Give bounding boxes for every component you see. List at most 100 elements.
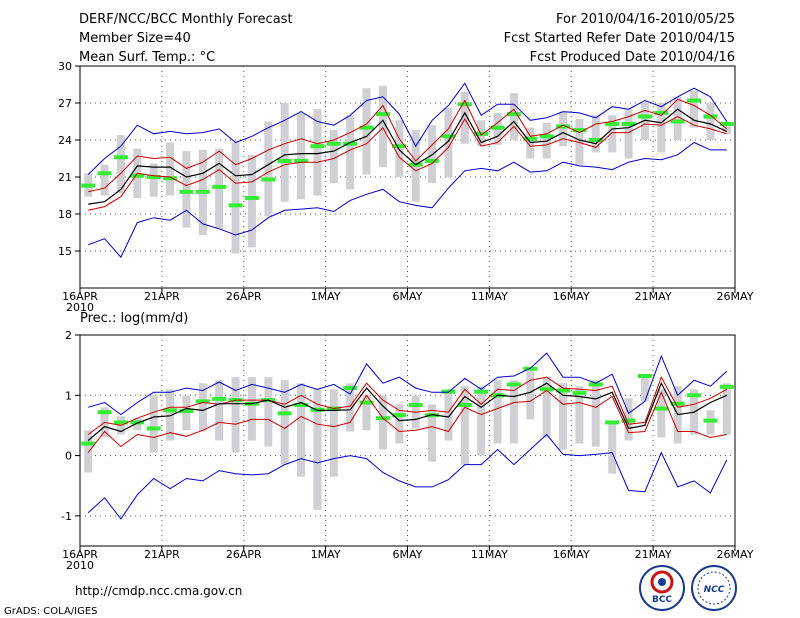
median-marker [588,382,603,387]
spread-box [706,103,715,140]
x-tick-label: 26APR [226,548,262,561]
median-marker [654,110,669,115]
median-marker [179,408,194,413]
median-marker [654,406,669,411]
median-marker [359,125,374,130]
series-line-upper [87,375,728,435]
median-marker [687,98,702,103]
x-tick-label: 1MAY [311,290,341,303]
median-marker [474,389,489,394]
median-marker [621,121,636,126]
spread-box [149,395,158,453]
x-tick-label: 26MAY [717,548,754,561]
y-tick-label: 0 [65,450,72,463]
spread-box [313,389,322,510]
median-marker [244,195,259,200]
median-marker [719,121,734,126]
spread-box [722,121,731,134]
spread-box [673,96,682,140]
bcc-logo: BCC [639,565,685,611]
spread-box [362,395,371,431]
median-marker [146,426,161,431]
series-line-lower [87,389,727,453]
spread-box [264,377,273,447]
median-marker [506,112,521,117]
x-tick-year-label: 2010 [66,559,94,572]
spread-box [329,389,338,477]
median-marker [588,138,603,142]
median-marker [310,144,325,149]
series-line-mean [88,108,728,205]
header-title: DERF/NCC/BCC Monthly Forecast [79,12,293,27]
spread-box [329,130,338,184]
y-tick-label: 21 [58,171,72,184]
spread-box [346,115,355,190]
x-tick-label: 21APR [144,290,180,303]
x-tick-year-label: 2010 [66,301,94,314]
spread-box [313,109,322,196]
spread-box [722,383,731,435]
precipitation-panel: -1 0 1 2 16APR 21APR 26APR 1MAY 6MAY 11MAY 16MAY 2… [61,329,754,572]
median-marker [163,408,178,413]
spread-box [460,386,469,465]
header-variable: Mean Surf. Temp.: °C [79,50,215,65]
y-tick-label: 2 [65,329,72,342]
ncc-logo: NCC [691,565,737,611]
median-marker [113,155,128,160]
median-marker [605,420,620,425]
spread-box [362,88,371,175]
spread-box [264,121,273,217]
median-marker [457,102,472,107]
header-period: For 2010/04/16-2010/05/25 [556,12,735,27]
spread-box [460,91,469,144]
median-marker [621,418,636,423]
median-marker [490,125,505,130]
y-tick-label: 15 [58,245,72,258]
spread-box [247,377,256,441]
median-marker [146,175,161,179]
median-marker [719,384,734,389]
median-marker [556,388,571,393]
y-tick-label: 30 [58,60,72,73]
median-marker [572,128,587,133]
spread-box [378,395,387,450]
series-line-min [88,141,727,259]
x-tick-label: 21MAY [635,548,672,561]
median-marker [523,366,538,371]
median-marker [277,411,292,416]
spread-box [444,389,453,441]
y-tick-label: 24 [58,134,72,147]
series-line-max [88,352,728,416]
median-marker [523,136,538,141]
median-marker [506,382,521,387]
spread-box [395,404,404,444]
x-tick-label: 26APR [226,290,262,303]
median-marker [572,390,587,395]
spread-box [559,383,568,450]
y-tick-label: 18 [58,208,72,221]
x-tick-label: 6MAY [393,290,423,303]
median-marker [343,141,358,146]
median-marker [294,158,309,163]
x-tick-label: 21APR [144,548,180,561]
spread-box [559,111,568,147]
spread-box [231,142,240,254]
spread-box [608,422,617,474]
median-marker [359,400,374,405]
median-marker [81,441,96,446]
footer-url[interactable]: http://cmdp.ncc.cma.gov.cn [75,584,242,598]
median-marker [457,402,472,407]
median-marker [670,119,685,124]
median-marker [703,114,718,119]
spread-box [166,389,175,441]
spread-box [657,103,666,153]
x-tick-label: 21MAY [635,290,672,303]
x-tick-label: 26MAY [717,290,754,303]
header-start-date: Fcst Started Refer Date 2010/04/15 [504,31,735,46]
x-tick-label: 1MAY [311,548,341,561]
temperature-panel: 15 18 21 24 27 30 16APR 21APR 26APR 1MAY 6MAY 11MA… [58,60,754,314]
spread-box [231,377,240,453]
median-marker [670,401,685,406]
spread-box [509,93,518,140]
spread-box [198,383,207,432]
